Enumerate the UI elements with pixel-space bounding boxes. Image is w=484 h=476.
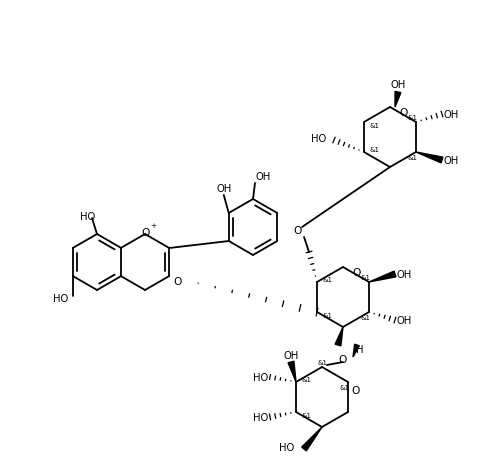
Text: O: O bbox=[353, 268, 361, 278]
Text: &1: &1 bbox=[317, 359, 327, 365]
Text: &1: &1 bbox=[301, 412, 311, 418]
Text: O: O bbox=[352, 385, 360, 395]
Text: HO: HO bbox=[311, 134, 326, 144]
Text: &1: &1 bbox=[301, 376, 311, 382]
Text: OH: OH bbox=[255, 172, 270, 182]
Text: O: O bbox=[142, 228, 150, 238]
Polygon shape bbox=[416, 153, 443, 164]
Text: H: H bbox=[356, 344, 364, 354]
Polygon shape bbox=[335, 327, 343, 346]
Text: &1: &1 bbox=[369, 123, 379, 129]
Text: &1: &1 bbox=[408, 155, 418, 161]
Text: &1: &1 bbox=[340, 384, 350, 390]
Text: HO: HO bbox=[279, 442, 294, 452]
Text: O: O bbox=[173, 277, 182, 287]
Text: OH: OH bbox=[444, 156, 459, 166]
Text: +: + bbox=[150, 223, 156, 228]
Text: HO: HO bbox=[80, 211, 95, 221]
Text: OH: OH bbox=[444, 110, 459, 120]
Text: HO: HO bbox=[253, 412, 268, 422]
Text: O: O bbox=[294, 226, 302, 236]
Polygon shape bbox=[288, 361, 296, 382]
Text: HO: HO bbox=[253, 372, 268, 382]
Polygon shape bbox=[369, 272, 396, 282]
Text: &1: &1 bbox=[369, 147, 379, 153]
Text: &1: &1 bbox=[322, 312, 332, 318]
Text: &1: &1 bbox=[322, 277, 332, 282]
Text: HO: HO bbox=[52, 293, 68, 303]
Text: &1: &1 bbox=[408, 115, 418, 121]
Polygon shape bbox=[395, 92, 401, 108]
Text: O: O bbox=[339, 354, 347, 364]
Text: OH: OH bbox=[397, 269, 412, 279]
Polygon shape bbox=[302, 427, 322, 451]
Text: OH: OH bbox=[397, 315, 412, 325]
Text: OH: OH bbox=[284, 350, 299, 360]
Text: &1: &1 bbox=[361, 275, 371, 280]
Polygon shape bbox=[353, 345, 360, 357]
Text: &1: &1 bbox=[361, 314, 371, 320]
Text: O: O bbox=[400, 108, 408, 118]
Text: OH: OH bbox=[216, 184, 231, 194]
Text: OH: OH bbox=[391, 80, 406, 90]
